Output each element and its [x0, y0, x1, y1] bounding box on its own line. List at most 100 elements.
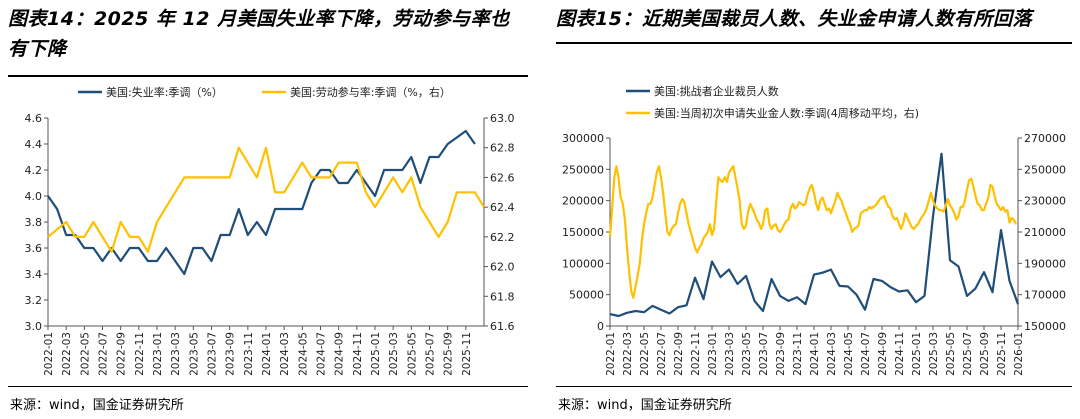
left-source-rule: [8, 386, 528, 387]
right-x-tick-label: 2022-05: [639, 332, 651, 376]
left-x-tick-label: 2023-09: [225, 332, 237, 376]
left-x-tick-label: 2024-05: [297, 332, 309, 376]
left-series-line-2: [47, 146, 485, 253]
left-x-tick-label: 2025-05: [406, 332, 418, 376]
right-series-line-2: [608, 165, 1017, 299]
left-x-tick-label: 2024-07: [316, 332, 328, 376]
right-x-tick-label: 2024-07: [860, 332, 872, 376]
right-x-tick-label: 2025-09: [979, 332, 991, 376]
left-y-left-tick-label: 3.8: [25, 216, 43, 229]
left-y-right-tick-label: 63.0: [490, 112, 515, 125]
left-x-tick-label: 2025-03: [388, 332, 400, 376]
left-y-left-tick-label: 3.4: [25, 268, 43, 281]
left-x-tick-label: 2022-07: [98, 332, 110, 376]
left-y-right-tick-label: 62.2: [490, 231, 515, 244]
right-x-tick-label: 2022-09: [673, 332, 685, 376]
right-x-tick-label: 2023-09: [775, 332, 787, 376]
left-x-tick-label: 2023-07: [207, 332, 219, 376]
left-x-tick-label: 2025-09: [443, 332, 455, 376]
right-chart-panel: 图表15：近期美国裁员人数、失业金申请人数有所回落 0 50000 100000 15…: [548, 0, 1080, 419]
right-chart-svg: 0 50000 100000 150000 200000 250000 300000 1500…: [562, 84, 1066, 376]
right-title-rule: [556, 42, 1072, 44]
left-source-note: 来源：wind，国金证券研究所: [10, 398, 184, 413]
right-x-tick-label: 2022-07: [656, 332, 668, 376]
left-x-tick-label: 2023-01: [152, 332, 164, 376]
right-x-tick-label: 2024-05: [843, 332, 855, 376]
right-y-right-tick-label: 270000: [1024, 132, 1066, 145]
right-x-tick-label: 2025-11: [996, 332, 1008, 376]
left-chart-svg: 3.0 3.2 3.4 3.6 3.8 4.0 4.2 4.4 4.6 61.6 61.8 62.0 6…: [25, 85, 515, 376]
right-x-tick-label: 2024-11: [894, 332, 906, 376]
right-series-line-1: [609, 152, 1020, 318]
left-x-tick-label: 2022-09: [116, 332, 128, 376]
right-y-left-tick-label: 100000: [562, 257, 604, 270]
right-y-left-tick-label: 200000: [562, 195, 604, 208]
left-legend-label: 美国:劳动参与率:季调（%，右）: [290, 85, 451, 99]
left-y-left-tick-label: 3.6: [25, 242, 43, 255]
right-x-tick-label: 2024-03: [826, 332, 838, 376]
right-x-tick-label: 2023-07: [758, 332, 770, 376]
right-x-tick-label: 2023-11: [792, 332, 804, 376]
left-x-tick-label: 2024-03: [279, 332, 291, 376]
right-x-tick-label: 2023-03: [724, 332, 736, 376]
right-x-tick-label: 2023-01: [707, 332, 719, 376]
left-x-tick-label: 2024-09: [334, 332, 346, 376]
right-x-tick-label: 2024-01: [809, 332, 821, 376]
right-x-tick-label: 2025-01: [911, 332, 923, 376]
left-y-left-tick-label: 3.0: [25, 320, 43, 333]
left-x-tick-label: 2022-01: [43, 332, 55, 376]
right-x-tick-label: 2023-05: [741, 332, 753, 376]
left-x-tick-label: 2024-01: [261, 332, 273, 376]
left-x-tick-label: 2023-11: [243, 332, 255, 376]
left-x-tick-label: 2023-05: [188, 332, 200, 376]
right-legend-label: 美国:当周初次申请失业金人数:季调(4周移动平均，右): [654, 106, 919, 120]
right-x-tick-label: 2025-05: [945, 332, 957, 376]
right-x-tick-label: 2025-03: [928, 332, 940, 376]
left-y-right-tick-label: 62.8: [490, 142, 515, 155]
right-y-left-tick-label: 250000: [562, 163, 604, 176]
left-y-left-tick-label: 4.6: [25, 112, 43, 125]
left-title-rule: [8, 75, 528, 77]
left-y-left-tick-label: 4.0: [25, 190, 43, 203]
right-y-right-tick-label: 170000: [1024, 289, 1066, 302]
right-chart-title: 图表15：近期美国裁员人数、失业金申请人数有所回落: [556, 8, 1032, 30]
left-chart-panel: 图表14：2025 年 12 月美国失业率下降，劳动参与率也有下降 3.0 3.2…: [8, 8, 528, 413]
left-x-tick-label: 2025-07: [425, 332, 437, 376]
left-x-tick-label: 2022-11: [134, 332, 146, 376]
left-x-tick-label: 2022-05: [79, 332, 91, 376]
left-y-right-tick-label: 61.8: [490, 290, 515, 303]
right-x-tick-label: 2022-11: [690, 332, 702, 376]
right-y-left-tick-label: 300000: [562, 132, 604, 145]
left-x-tick-label: 2025-01: [370, 332, 382, 376]
left-chart-title: 图表14：2025 年 12 月美国失业率下降，劳动参与率也有下降: [8, 8, 510, 60]
right-legend-label: 美国:挑战者企业裁员人数: [654, 84, 779, 98]
left-y-right-tick-label: 62.4: [490, 201, 515, 214]
left-series-line-1: [47, 129, 476, 276]
left-x-tick-label: 2022-03: [61, 332, 73, 376]
right-source-note: 来源：wind，国金证券研究所: [558, 398, 732, 413]
right-x-tick-label: 2024-09: [877, 332, 889, 376]
right-y-right-tick-label: 230000: [1024, 195, 1066, 208]
right-x-tick-label: 2022-01: [605, 332, 617, 376]
right-y-left-tick-label: 0: [597, 320, 604, 333]
left-y-left-tick-label: 4.2: [25, 164, 43, 177]
left-y-left-tick-label: 4.4: [25, 138, 43, 151]
right-x-tick-label: 2022-03: [622, 332, 634, 376]
left-y-right-tick-label: 61.6: [490, 320, 515, 333]
right-y-left-tick-label: 150000: [562, 226, 604, 239]
right-source-rule: [556, 386, 1072, 387]
left-x-tick-label: 2024-11: [352, 332, 364, 376]
left-legend-label: 美国:失业率:季调（%）: [106, 85, 223, 99]
right-y-right-tick-label: 150000: [1024, 320, 1066, 333]
left-y-right-tick-label: 62.6: [490, 171, 515, 184]
left-x-tick-label: 2025-11: [461, 332, 473, 376]
left-y-right-tick-label: 62.0: [490, 261, 515, 274]
right-x-tick-label: 2026-01: [1013, 332, 1025, 376]
left-y-left-tick-label: 3.2: [25, 294, 43, 307]
right-y-right-tick-label: 210000: [1024, 226, 1066, 239]
left-x-tick-label: 2023-03: [170, 332, 182, 376]
right-y-left-tick-label: 50000: [569, 289, 604, 302]
right-y-right-tick-label: 250000: [1024, 163, 1066, 176]
right-x-tick-label: 2025-07: [962, 332, 974, 376]
right-y-right-tick-label: 190000: [1024, 257, 1066, 270]
